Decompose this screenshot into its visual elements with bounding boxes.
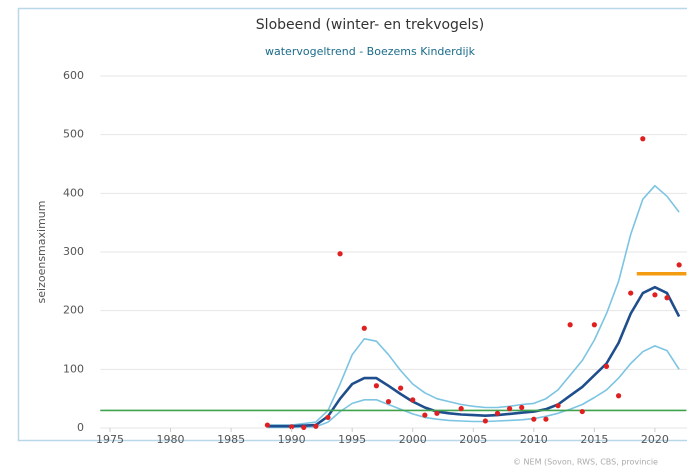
data-point [603, 363, 610, 369]
y-tick-label: 500 [63, 128, 84, 141]
series-line [267, 184, 680, 426]
x-tick-label: 1985 [217, 433, 245, 446]
data-point [555, 403, 561, 409]
data-point [361, 325, 367, 331]
data-point [482, 418, 488, 424]
data-point [640, 136, 646, 142]
credit: © NEM (Sovon, RWS, CBS, provincie [513, 458, 658, 467]
y-tick-label: 0 [77, 421, 84, 434]
data-point [422, 412, 428, 418]
y-tick-label: 600 [63, 69, 84, 82]
data-point [664, 295, 670, 301]
data-point [398, 385, 404, 391]
x-tick-label: 1990 [278, 433, 306, 446]
x-tick-label: 2020 [641, 433, 669, 446]
y-tick-label: 100 [63, 362, 84, 375]
x-tick-label: 2005 [459, 433, 487, 446]
y-tick-label: 300 [63, 245, 84, 258]
data-point [289, 424, 295, 430]
data-point [373, 383, 379, 389]
data-point [519, 404, 525, 411]
x-tick-label: 1995 [338, 433, 366, 446]
chart-subtitle: watervogeltrend - Boezems Kinderdijk [265, 45, 476, 58]
x-tick-label: 1975 [96, 433, 124, 446]
x-tick-label: 2000 [399, 433, 427, 446]
y-tick-label: 200 [63, 304, 84, 317]
frame [17, 7, 687, 442]
data-point [494, 410, 501, 416]
data-point [579, 408, 585, 415]
data-point [301, 424, 307, 431]
data-point [676, 262, 682, 268]
x-tick-label: 2010 [520, 433, 548, 446]
data-point [385, 399, 392, 405]
x-tick-label: 2015 [580, 433, 608, 446]
data-point [531, 416, 537, 422]
data-point [507, 406, 513, 412]
data-point [628, 290, 634, 296]
data-point [458, 406, 464, 412]
x-tick-label: 1980 [157, 433, 185, 446]
data-point [434, 410, 440, 416]
y-tick-label: 400 [63, 186, 84, 199]
series-line [267, 285, 681, 428]
y-axis-label: seizoensmaximum [35, 201, 48, 304]
data-point [264, 422, 271, 428]
data-point [337, 251, 343, 257]
data-point [313, 423, 319, 429]
chart-title: Slobeend (winter- en trekvogels) [256, 17, 484, 33]
data-point [410, 397, 416, 403]
data-point [591, 322, 597, 328]
data-point [652, 292, 658, 298]
data-point [325, 414, 331, 421]
data-point [567, 322, 573, 328]
data-point [543, 416, 549, 422]
data-point [615, 393, 622, 399]
